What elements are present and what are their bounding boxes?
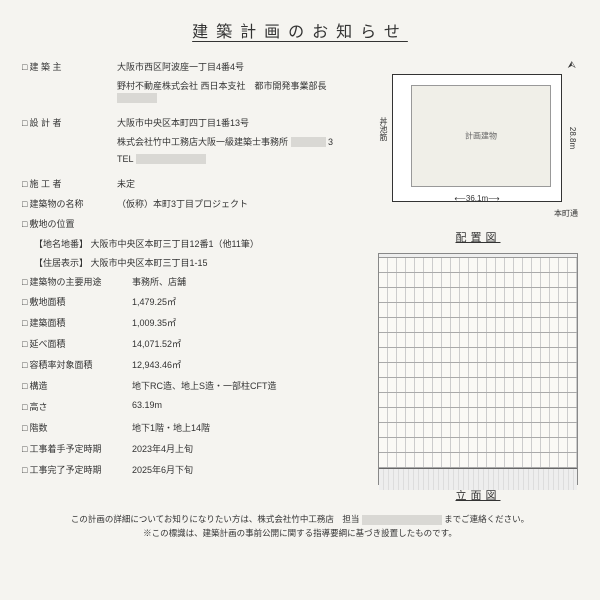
address-value: 大阪市中央区本町三丁目1-15: [91, 258, 208, 268]
footer-line-2: ※この標識は、建築計画の事前公開に関する指導要綱に基づき設置したものです。: [22, 527, 578, 541]
metric-row: 工事着手予定時期2023年4月上旬: [22, 442, 366, 455]
metric-label: 敷地面積: [22, 295, 132, 308]
value-contractor: 未定: [117, 177, 366, 190]
dimension-width: ⟵36.1m⟶: [454, 194, 499, 203]
metric-row: 構造地下RC造、地上S造・一部柱CFT造: [22, 379, 366, 392]
metric-label: 容積率対象面積: [22, 358, 132, 371]
site-plan-label: 配置図: [378, 229, 578, 245]
row-owner: 建 築 主 大阪市西区阿波座一丁目4番4号 野村不動産株式会社 西日本支社 都市…: [22, 60, 366, 109]
north-arrow-icon: ⮙: [568, 60, 577, 71]
planned-building: 計画建物: [411, 85, 551, 187]
metric-label: 建築面積: [22, 316, 132, 329]
left-column: 建 築 主 大阪市西区阿波座一丁目4番4号 野村不動産株式会社 西日本支社 都市…: [22, 60, 366, 503]
elevation-floor: [379, 288, 577, 303]
footer-text-1a: この計画の詳細についてお知りになりたい方は、株式会社竹中工務店 担当: [71, 514, 360, 524]
metric-value: 地下RC造、地上S造・一部柱CFT造: [132, 379, 366, 392]
metric-value: 地下1階・地上14階: [132, 421, 366, 434]
site-boundary: 計画建物 ⟵36.1m⟶ 28.8m: [392, 74, 562, 202]
metric-value: 1,479.25㎡: [132, 295, 366, 308]
right-column: ⮙ 丼池筋 計画建物 ⟵36.1m⟶ 28.8m 本町通 配置図 立面図: [378, 60, 578, 503]
metrics-block: 敷地面積1,479.25㎡建築面積1,009.35㎡延べ面積14,071.52㎡…: [22, 295, 366, 476]
address-label: 【住居表示】: [34, 258, 88, 268]
elevation-floor: [379, 363, 577, 378]
page-title: 建築計画のお知らせ: [22, 18, 578, 42]
elevation-floor: [379, 348, 577, 363]
elevation-diagram: [378, 253, 578, 485]
road-left-label: 丼池筋: [378, 117, 389, 141]
label-designer: 設 計 者: [22, 116, 117, 129]
designer-line-3: TEL: [117, 154, 366, 165]
elevation-floor: [379, 393, 577, 408]
label-site-location: 敷地の位置: [22, 217, 117, 230]
elevation-ground-floor: [379, 468, 577, 490]
metric-value: 63.19m: [132, 400, 366, 410]
metric-value: 2025年6月下旬: [132, 463, 366, 476]
row-building-name: 建築物の名称 （仮称）本町3丁目プロジェクト: [22, 197, 366, 210]
site-plan-diagram: ⮙ 丼池筋 計画建物 ⟵36.1m⟶ 28.8m 本町通: [378, 62, 578, 227]
dimension-height: 28.8m: [568, 127, 577, 149]
metric-row: 階数地下1階・地上14階: [22, 421, 366, 434]
metric-label: 工事完了予定時期: [22, 463, 132, 476]
designer-line-1: 大阪市中央区本町四丁目1番13号: [117, 116, 366, 129]
address: 【住居表示】 大阪市中央区本町三丁目1-15: [34, 256, 366, 269]
row-site-location: 敷地の位置: [22, 217, 366, 230]
elevation-floor: [379, 333, 577, 348]
metric-label: 高さ: [22, 400, 132, 413]
footer-line-1: この計画の詳細についてお知りになりたい方は、株式会社竹中工務店 担当 までご連絡…: [22, 513, 578, 527]
metric-row: 高さ63.19m: [22, 400, 366, 413]
metric-row: 容積率対象面積12,943.46㎡: [22, 358, 366, 371]
value-designer: 大阪市中央区本町四丁目1番13号 株式会社竹中工務店大阪一級建築士事務所 3 T…: [117, 116, 366, 171]
lot-number-label: 【地名地番】: [34, 239, 88, 249]
redaction: [136, 154, 206, 164]
metric-row: 延べ面積14,071.52㎡: [22, 337, 366, 350]
row-designer: 設 計 者 大阪市中央区本町四丁目1番13号 株式会社竹中工務店大阪一級建築士事…: [22, 116, 366, 171]
lot-number-value: 大阪市中央区本町三丁目12番1（他11筆）: [91, 239, 259, 249]
label-building-name: 建築物の名称: [22, 197, 117, 210]
elevation-floor: [379, 273, 577, 288]
value-main-use: 事務所、店舗: [132, 275, 366, 288]
designer-suffix: 3: [328, 137, 333, 147]
owner-line-2: 野村不動産株式会社 西日本支社 都市開発事業部長: [117, 79, 366, 103]
elevation-floor: [379, 453, 577, 468]
elevation-floor: [379, 303, 577, 318]
metric-row: 敷地面積1,479.25㎡: [22, 295, 366, 308]
main-content: 建 築 主 大阪市西区阿波座一丁目4番4号 野村不動産株式会社 西日本支社 都市…: [22, 60, 578, 503]
metric-label: 工事着手予定時期: [22, 442, 132, 455]
designer-text-2: 株式会社竹中工務店大阪一級建築士事務所: [117, 137, 288, 147]
elevation-floor: [379, 438, 577, 453]
redaction: [291, 137, 326, 147]
metric-label: 階数: [22, 421, 132, 434]
value-owner: 大阪市西区阿波座一丁目4番4号 野村不動産株式会社 西日本支社 都市開発事業部長: [117, 60, 366, 109]
footer: この計画の詳細についてお知りになりたい方は、株式会社竹中工務店 担当 までご連絡…: [22, 513, 578, 540]
metric-row: 建築面積1,009.35㎡: [22, 316, 366, 329]
footer-text-1b: までご連絡ください。: [444, 514, 529, 524]
metric-row: 工事完了予定時期2025年6月下旬: [22, 463, 366, 476]
redaction: [117, 93, 157, 103]
elevation-floor: [379, 318, 577, 333]
label-contractor: 施 工 者: [22, 177, 117, 190]
elevation-floor: [379, 408, 577, 423]
row-main-use: 建築物の主要用途 事務所、店舗: [22, 275, 366, 288]
owner-text-2: 野村不動産株式会社 西日本支社 都市開発事業部長: [117, 81, 327, 91]
metric-label: 構造: [22, 379, 132, 392]
metric-value: 2023年4月上旬: [132, 442, 366, 455]
row-contractor: 施 工 者 未定: [22, 177, 366, 190]
redaction: [362, 515, 442, 525]
elevation-floor: [379, 423, 577, 438]
lot-number: 【地名地番】 大阪市中央区本町三丁目12番1（他11筆）: [34, 237, 366, 250]
label-main-use: 建築物の主要用途: [22, 275, 132, 288]
elevation-floor: [379, 258, 577, 273]
road-bottom-label: 本町通: [554, 208, 578, 219]
designer-line-2: 株式会社竹中工務店大阪一級建築士事務所 3: [117, 135, 366, 148]
metric-value: 1,009.35㎡: [132, 316, 366, 329]
metric-label: 延べ面積: [22, 337, 132, 350]
value-building-name: （仮称）本町3丁目プロジェクト: [117, 197, 366, 210]
metric-value: 14,071.52㎡: [132, 337, 366, 350]
designer-tel: TEL: [117, 154, 133, 164]
metric-value: 12,943.46㎡: [132, 358, 366, 371]
label-owner: 建 築 主: [22, 60, 117, 73]
planned-building-label: 計画建物: [465, 131, 497, 142]
elevation-floor: [379, 378, 577, 393]
owner-line-1: 大阪市西区阿波座一丁目4番4号: [117, 60, 366, 73]
